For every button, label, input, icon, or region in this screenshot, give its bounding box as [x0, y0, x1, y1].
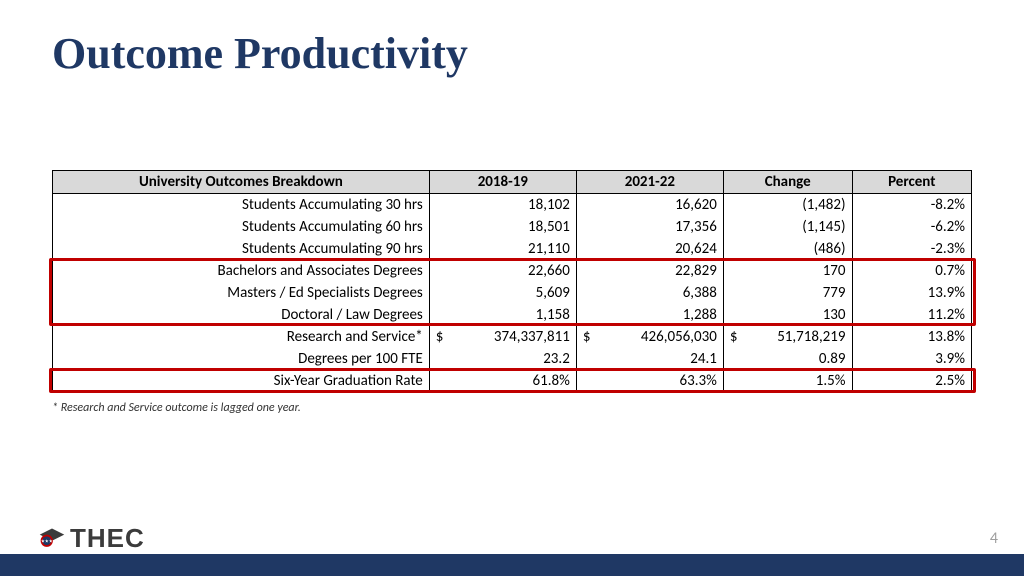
row-label: Students Accumulating 90 hrs: [53, 238, 430, 260]
row-percent: 3.9%: [852, 348, 972, 370]
row-value: 21,110: [429, 238, 576, 260]
outcomes-table: University Outcomes Breakdown2018-192021…: [52, 170, 972, 393]
outcomes-table-wrap: University Outcomes Breakdown2018-192021…: [52, 170, 972, 415]
table-row: Students Accumulating 30 hrs18,10216,620…: [53, 194, 972, 217]
table-header-cell: 2021-22: [576, 171, 723, 194]
row-label: Bachelors and Associates Degrees: [53, 260, 430, 282]
row-value: 63.3%: [576, 370, 723, 393]
table-header-cell: Percent: [852, 171, 972, 194]
row-label: Degrees per 100 FTE: [53, 348, 430, 370]
row-value: 61.8%: [429, 370, 576, 393]
footer-bar: [0, 554, 1024, 576]
table-row: Research and Service*$374,337,811$426,05…: [53, 326, 972, 348]
row-value: 1,158: [429, 304, 576, 326]
row-label: Masters / Ed Specialists Degrees: [53, 282, 430, 304]
row-value: 1.5%: [723, 370, 852, 393]
row-percent: -6.2%: [852, 216, 972, 238]
row-value: 1,288: [576, 304, 723, 326]
row-value: $51,718,219: [723, 326, 852, 348]
row-percent: 13.8%: [852, 326, 972, 348]
row-label: Students Accumulating 30 hrs: [53, 194, 430, 217]
logo-text: THEC: [70, 523, 145, 554]
table-row: Students Accumulating 90 hrs21,11020,624…: [53, 238, 972, 260]
table-row: Bachelors and Associates Degrees22,66022…: [53, 260, 972, 282]
row-value: 170: [723, 260, 852, 282]
row-value: 22,660: [429, 260, 576, 282]
row-value: 20,624: [576, 238, 723, 260]
table-row: Students Accumulating 60 hrs18,50117,356…: [53, 216, 972, 238]
table-row: Doctoral / Law Degrees1,1581,28813011.2%: [53, 304, 972, 326]
thec-logo: ★★★ THEC: [38, 523, 145, 554]
row-percent: 13.9%: [852, 282, 972, 304]
svg-text:★★★: ★★★: [41, 539, 53, 544]
slide-title: Outcome Productivity: [52, 28, 468, 79]
row-percent: -8.2%: [852, 194, 972, 217]
row-percent: 2.5%: [852, 370, 972, 393]
row-label: Doctoral / Law Degrees: [53, 304, 430, 326]
row-value: 18,102: [429, 194, 576, 217]
row-label: Six-Year Graduation Rate: [53, 370, 430, 393]
table-row: Masters / Ed Specialists Degrees5,6096,3…: [53, 282, 972, 304]
row-value: 24.1: [576, 348, 723, 370]
row-value: $374,337,811: [429, 326, 576, 348]
row-percent: 0.7%: [852, 260, 972, 282]
table-row: Six-Year Graduation Rate61.8%63.3%1.5%2.…: [53, 370, 972, 393]
row-value: 16,620: [576, 194, 723, 217]
row-value: 22,829: [576, 260, 723, 282]
row-value: 779: [723, 282, 852, 304]
row-value: 18,501: [429, 216, 576, 238]
row-percent: -2.3%: [852, 238, 972, 260]
row-value: (1,482): [723, 194, 852, 217]
row-label: Students Accumulating 60 hrs: [53, 216, 430, 238]
table-footnote: * Research and Service outcome is lagged…: [52, 401, 972, 415]
row-value: (1,145): [723, 216, 852, 238]
row-value: 5,609: [429, 282, 576, 304]
row-percent: 11.2%: [852, 304, 972, 326]
row-value: 130: [723, 304, 852, 326]
row-value: 0.89: [723, 348, 852, 370]
row-value: (486): [723, 238, 852, 260]
table-header-row: University Outcomes Breakdown2018-192021…: [53, 171, 972, 194]
table-row: Degrees per 100 FTE23.224.10.893.9%: [53, 348, 972, 370]
row-value: 6,388: [576, 282, 723, 304]
row-label: Research and Service*: [53, 326, 430, 348]
row-value: $426,056,030: [576, 326, 723, 348]
mortarboard-icon: ★★★: [38, 525, 66, 553]
table-header-cell: 2018-19: [429, 171, 576, 194]
row-value: 17,356: [576, 216, 723, 238]
row-value: 23.2: [429, 348, 576, 370]
table-body: Students Accumulating 30 hrs18,10216,620…: [53, 194, 972, 393]
page-number: 4: [990, 529, 998, 548]
table-header-cell: University Outcomes Breakdown: [53, 171, 430, 194]
table-header-cell: Change: [723, 171, 852, 194]
